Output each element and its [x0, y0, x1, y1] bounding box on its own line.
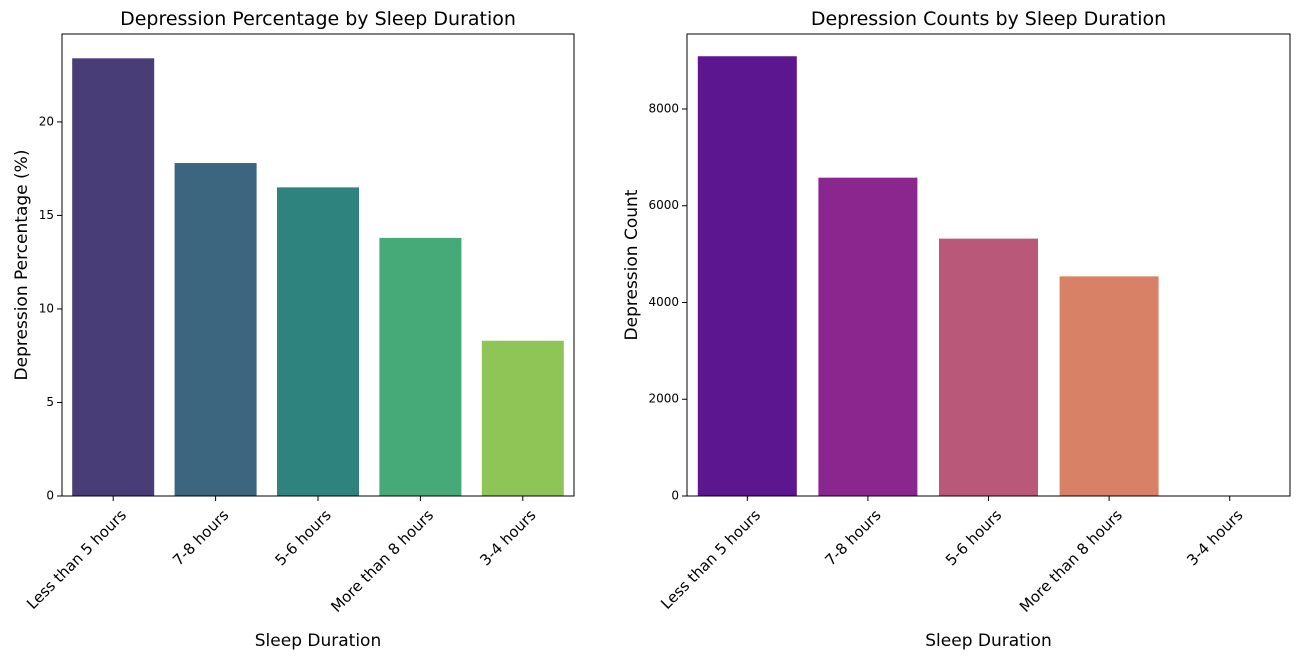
y-axis-label: Depression Percentage (%): [12, 150, 32, 381]
x-tick-label: 7-8 hours: [821, 506, 884, 569]
bar-0: [72, 58, 155, 496]
x-tick-label: 5-6 hours: [271, 506, 334, 569]
y-tick-label: 15: [39, 208, 54, 222]
bar-1: [174, 163, 257, 496]
bar-4: [481, 340, 564, 496]
x-tick-label: Less than 5 hours: [23, 506, 130, 613]
y-tick-label: 6000: [648, 198, 679, 212]
x-tick-label: More than 8 hours: [1016, 506, 1126, 616]
y-tick-label: 0: [46, 489, 54, 503]
chart-depression-percentage: Depression Percentage by Sleep Duration …: [12, 8, 575, 651]
y-tick-label: 2000: [648, 392, 679, 406]
y-tick-label: 4000: [648, 295, 679, 309]
bar-3: [1059, 276, 1159, 496]
y-tick-label: 10: [39, 301, 54, 315]
bar-2: [939, 238, 1038, 496]
bar-3: [379, 237, 462, 496]
y-axis-label: Depression Count: [622, 189, 642, 340]
x-tick-label: More than 8 hours: [327, 506, 437, 616]
y-tick-label: 8000: [648, 101, 679, 115]
chart-title: Depression Percentage by Sleep Duration: [120, 8, 516, 30]
x-tick-label: 5-6 hours: [942, 506, 1005, 569]
y-tick-label: 0: [671, 489, 679, 503]
chart-depression-counts: Depression Counts by Sleep Duration Slee…: [622, 8, 1291, 651]
x-tick-label: 7-8 hours: [169, 506, 232, 569]
bar-2: [277, 187, 359, 496]
y-tick-label: 20: [39, 114, 54, 128]
x-axis-label: Sleep Duration: [255, 631, 381, 651]
chart-title: Depression Counts by Sleep Duration: [811, 8, 1166, 30]
bar-0: [697, 56, 797, 496]
x-tick-label: Less than 5 hours: [657, 506, 764, 613]
x-tick-label: 3-4 hours: [476, 506, 539, 569]
bar-1: [818, 177, 918, 497]
x-axis-label: Sleep Duration: [925, 631, 1051, 651]
y-tick-label: 5: [46, 395, 54, 409]
x-tick-label: 3-4 hours: [1183, 506, 1246, 569]
